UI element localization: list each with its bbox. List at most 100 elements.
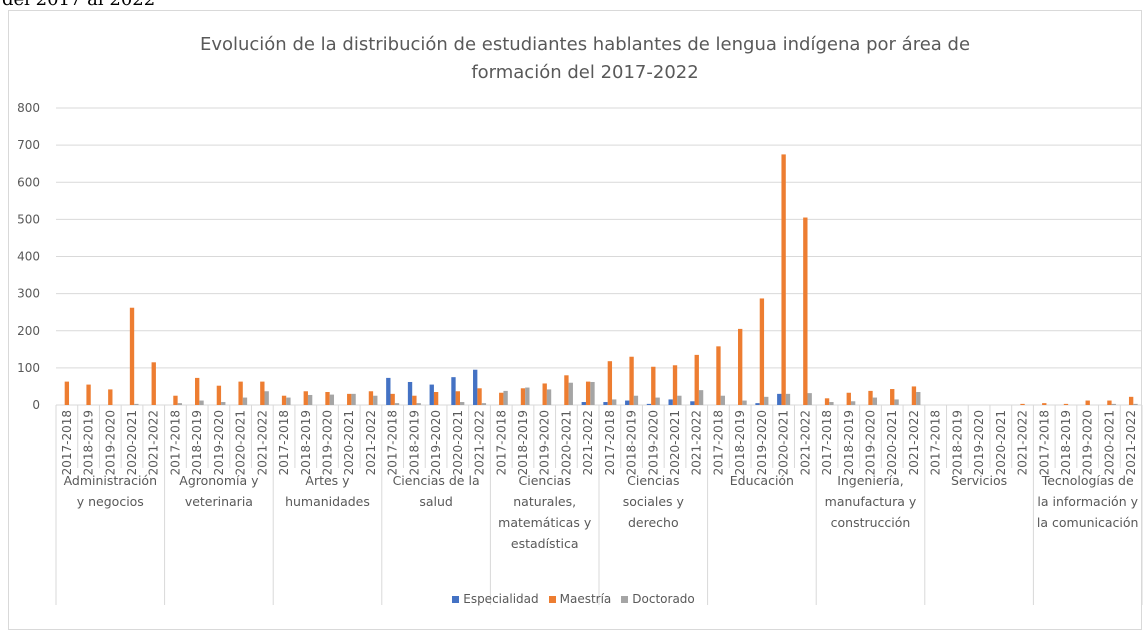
y-tick-label: 400: [17, 250, 40, 264]
bar: [525, 387, 530, 405]
bar: [195, 377, 200, 405]
bar: [151, 362, 156, 405]
bar: [129, 307, 135, 405]
x-tick-label: 2018-2019: [190, 410, 204, 475]
bar: [720, 395, 725, 405]
x-tick-label: 2018-2019: [516, 410, 530, 475]
bar: [281, 395, 287, 405]
bar: [690, 401, 695, 405]
bar: [386, 377, 391, 405]
y-tick-label: 700: [17, 138, 40, 152]
group-label: Ciencias sociales y derecho: [622, 473, 684, 530]
x-tick-label: 2020-2021: [1102, 410, 1116, 475]
bar: [394, 403, 400, 405]
legend-label: Doctorado: [632, 592, 695, 606]
x-tick-label: 2021-2022: [690, 410, 704, 475]
x-tick-label: 2017-2018: [494, 410, 508, 475]
group-label: Agronomía y veterinaria: [179, 473, 259, 509]
x-tick-label: 2017-2018: [711, 410, 725, 475]
bar: [803, 217, 808, 405]
group-label: Ciencias de la salud: [392, 473, 480, 509]
bar: [872, 397, 878, 405]
chart-title: Evolución de la distribución de estudian…: [199, 34, 971, 83]
bar: [564, 375, 569, 405]
bar: [807, 393, 812, 405]
x-tick-label: 2021-2022: [473, 410, 487, 475]
bar: [108, 389, 113, 405]
bar: [221, 402, 226, 405]
bar: [373, 395, 378, 405]
bar: [260, 381, 265, 405]
x-tick-label: 2017-2018: [603, 410, 617, 475]
bar: [672, 365, 678, 405]
bar: [134, 403, 139, 405]
x-tick-label: 2020-2021: [668, 410, 682, 475]
bar: [499, 392, 504, 405]
legend-label: Especialidad: [463, 592, 539, 606]
x-tick-label: 2018-2019: [625, 410, 639, 475]
bar: [916, 392, 921, 405]
group-label: Tecnologías de la información y la comun…: [1036, 473, 1139, 530]
bar: [1020, 403, 1025, 405]
bar: [633, 395, 639, 405]
bar: [238, 381, 243, 405]
x-tick-label: 2021-2022: [581, 410, 595, 475]
x-tick-label: 2020-2021: [234, 410, 248, 475]
bar: [655, 397, 660, 405]
legend-item: Doctorado: [621, 592, 695, 606]
x-tick-label: 2017-2018: [168, 410, 182, 475]
x-tick-label: 2020-2021: [885, 410, 899, 475]
bar: [459, 402, 465, 405]
bar: [368, 391, 374, 405]
x-tick-label: 2020-2021: [559, 410, 573, 475]
legend-swatch: [621, 596, 629, 603]
bar: [199, 400, 204, 405]
bar: [759, 298, 765, 405]
group-label: Servicios: [951, 473, 1008, 488]
bar: [1128, 396, 1134, 405]
bar: [264, 391, 269, 405]
x-tick-label: 2020-2021: [451, 410, 465, 475]
x-tick-label: 2020-2021: [125, 410, 139, 475]
bar: [716, 346, 721, 405]
bar: [612, 399, 617, 405]
bar: [694, 354, 699, 405]
x-tick-label: 2019-2020: [429, 410, 443, 475]
bar: [390, 393, 395, 405]
bar: [351, 393, 356, 405]
bar: [829, 402, 834, 405]
x-tick-label: 2018-2019: [407, 410, 421, 475]
y-tick-label: 200: [17, 324, 40, 338]
bar: [477, 388, 482, 405]
x-tick-label: 2018-2019: [1059, 410, 1073, 475]
bar: [625, 400, 630, 405]
y-tick-label: 500: [17, 212, 40, 226]
bar: [520, 388, 526, 405]
x-tick-label: 2018-2019: [299, 410, 313, 475]
legend-swatch: [452, 596, 460, 603]
bar: [86, 384, 91, 405]
legend-swatch: [548, 596, 556, 603]
x-tick-label: 2020-2021: [777, 410, 791, 475]
bar: [242, 397, 248, 405]
x-tick-label: 2017-2018: [1037, 410, 1051, 475]
x-tick-label: 2019-2020: [972, 410, 986, 475]
bar: [173, 395, 178, 405]
legend-item: Maestría: [548, 592, 611, 606]
bar: [286, 397, 291, 405]
bar: [1133, 403, 1138, 405]
group-label: Ciencias naturales, matemáticas y estadí…: [498, 473, 592, 551]
x-tick-label: 2021-2022: [1016, 410, 1030, 475]
bar: [412, 395, 417, 405]
x-tick-label: 2018-2019: [733, 410, 747, 475]
x-tick-label: 2021-2022: [907, 410, 921, 475]
x-tick-label: 2017-2018: [60, 410, 74, 475]
bar: [603, 402, 608, 405]
bar: [307, 394, 313, 405]
legend-item: Especialidad: [452, 592, 539, 606]
bar: [781, 154, 786, 405]
bar: [329, 394, 335, 405]
bar: [481, 403, 487, 405]
